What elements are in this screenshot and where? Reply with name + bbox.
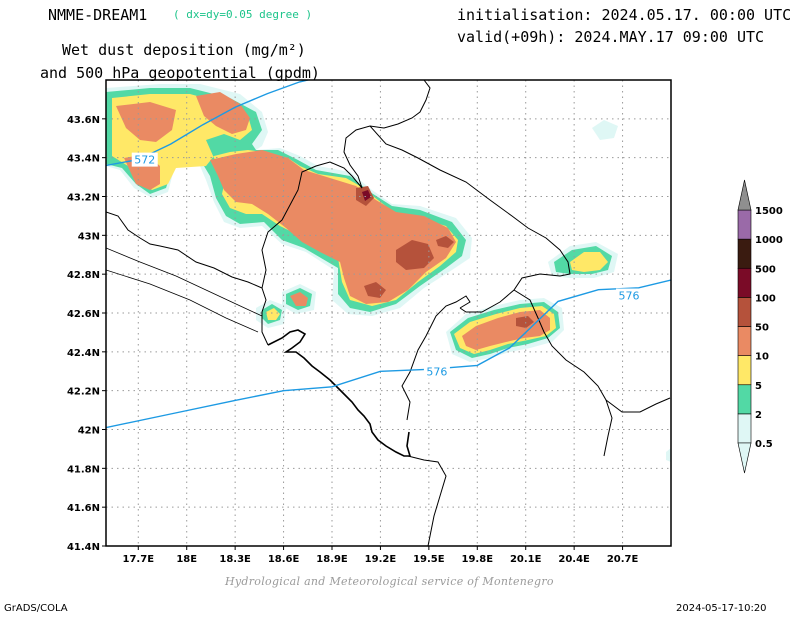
- lon-tick-label: 19.8E: [462, 554, 494, 565]
- map-title-line2: and 500 hPa geopotential (gpdm): [40, 64, 320, 82]
- lat-tick-label: 43.4N: [67, 154, 100, 165]
- legend-swatch: [737, 384, 752, 415]
- contour-label-bg: [131, 152, 158, 167]
- border-line: [106, 247, 263, 317]
- lat-tick-label: 42.4N: [67, 348, 100, 359]
- lat-tick-label: 41.6N: [67, 503, 100, 514]
- deposition-area: [364, 282, 386, 298]
- software-label: GrADS/COLA: [4, 603, 68, 614]
- dust-deposition-field: [106, 84, 671, 462]
- contour-label-bg: [423, 364, 450, 379]
- legend-level-label: 2: [755, 410, 762, 421]
- initialisation-time: initialisation: 2024.05.17. 00:00 UTC: [457, 6, 792, 24]
- map-grid: [106, 80, 671, 546]
- deposition-area: [592, 120, 618, 140]
- geopotential-contours: 572 576 576: [106, 80, 671, 429]
- deposition-area: [396, 240, 434, 270]
- legend-level-label: 1500: [755, 206, 783, 217]
- country-borders: [106, 80, 671, 546]
- border-line: [401, 295, 471, 421]
- lat-tick-label: 43.6N: [67, 115, 100, 126]
- lon-tick-label: 18.3E: [219, 554, 251, 565]
- color-legend: 0.5 2 5 10 50 100 500 1000 1500: [737, 179, 783, 474]
- legend-level-label: 1000: [755, 235, 783, 246]
- lat-tick-label: 41.4N: [67, 542, 100, 553]
- border-line: [513, 289, 613, 457]
- border-line: [261, 80, 431, 289]
- deposition-area: [116, 102, 176, 142]
- lon-tick-label: 17.7E: [123, 554, 155, 565]
- legend-swatch: [737, 326, 752, 356]
- legend-swatch: [737, 209, 752, 240]
- lat-tick-label: 42.8N: [67, 270, 100, 281]
- legend-upper-arrow: [737, 179, 752, 211]
- lat-tick-label: 43N: [78, 231, 100, 242]
- legend-swatch: [737, 413, 752, 444]
- lat-tick-label: 42.2N: [67, 387, 100, 398]
- lat-tick-label: 43.2N: [67, 193, 100, 204]
- credit-line: Hydrological and Meteorological service …: [225, 575, 554, 588]
- lat-tick-label: 42.6N: [67, 309, 100, 320]
- map-title-line1: Wet dust deposition (mg/m²): [62, 41, 306, 59]
- legend-lower-arrow: [737, 442, 752, 474]
- contour-label: 576: [619, 290, 640, 303]
- legend-swatch: [737, 297, 752, 327]
- lat-tick-label: 41.8N: [67, 464, 100, 475]
- lon-tick-label: 20.7E: [607, 554, 639, 565]
- border-line: [369, 125, 571, 313]
- model-name: NMME-DREAM1: [48, 6, 148, 24]
- legend-swatch: [737, 238, 752, 269]
- deposition-area: [362, 190, 371, 201]
- deposition-area: [436, 236, 454, 248]
- legend-level-label: 50: [755, 323, 769, 334]
- legend-level-label: 10: [755, 352, 769, 363]
- lon-tick-label: 19.5E: [413, 554, 445, 565]
- deposition-area: [516, 316, 534, 328]
- legend-level-label: 0.5: [755, 439, 773, 450]
- deposition-area: [210, 150, 456, 304]
- deposition-area: [290, 292, 308, 306]
- render-timestamp: 2024-05-17-10:20: [676, 603, 767, 614]
- legend-swatch: [737, 355, 752, 386]
- legend-level-label: 5: [755, 381, 762, 392]
- lon-tick-label: 18.9E: [316, 554, 348, 565]
- contour-label: 572: [134, 154, 155, 167]
- model-resolution: ( dx=dy=0.05 degree ): [173, 8, 313, 21]
- lon-tick-label: 19.2E: [365, 554, 397, 565]
- deposition-area: [570, 252, 608, 272]
- lon-tick-label: 18E: [176, 554, 197, 565]
- valid-time: valid(+09h): 2024.MAY.17 09:00 UTC: [457, 28, 765, 46]
- contour-label: 576: [426, 365, 447, 378]
- legend-swatch: [737, 267, 752, 298]
- lon-tick-label: 18.6E: [268, 554, 300, 565]
- legend-level-label: 100: [755, 293, 776, 304]
- lat-tick-label: 42N: [78, 426, 100, 437]
- border-line: [106, 211, 269, 346]
- contour-label-bg: [616, 288, 643, 303]
- axis-ticks: 17.7E 18E 18.3E 18.6E 18.9E 19.2E 19.5E 19.8E 20…: [67, 115, 639, 565]
- coastline: [267, 329, 412, 457]
- deposition-area: [266, 308, 280, 320]
- border-line: [605, 397, 671, 413]
- border-line: [106, 269, 259, 333]
- lon-tick-label: 20.1E: [510, 554, 542, 565]
- border-line: [407, 455, 447, 546]
- lon-tick-label: 20.4E: [558, 554, 590, 565]
- deposition-area: [666, 448, 671, 462]
- legend-level-label: 500: [755, 264, 776, 275]
